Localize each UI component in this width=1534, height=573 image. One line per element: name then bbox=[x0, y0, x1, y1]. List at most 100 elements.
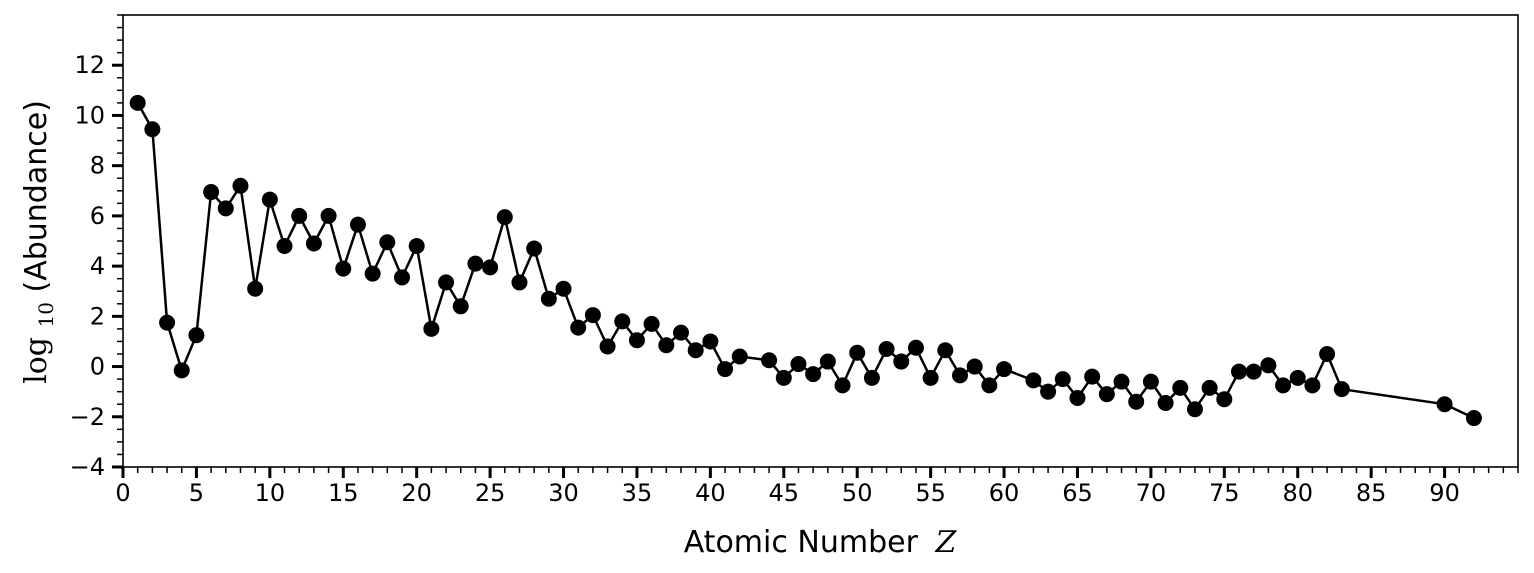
data-point bbox=[511, 274, 528, 291]
x-tick-label: 5 bbox=[189, 479, 204, 507]
x-tick-label: 25 bbox=[475, 479, 506, 507]
data-point bbox=[937, 342, 954, 359]
data-point bbox=[482, 259, 499, 276]
data-point bbox=[159, 314, 176, 331]
x-tick-label: 0 bbox=[115, 479, 130, 507]
y-tick-label: 8 bbox=[90, 152, 105, 180]
data-point bbox=[261, 191, 278, 208]
y-tick-label: 10 bbox=[74, 101, 105, 129]
data-point bbox=[1304, 377, 1321, 394]
data-point bbox=[1333, 381, 1350, 398]
data-point bbox=[438, 274, 455, 291]
data-point bbox=[790, 356, 807, 373]
x-tick-label: 80 bbox=[1282, 479, 1313, 507]
series-markers bbox=[129, 94, 1482, 427]
x-axis-label-text: Atomic Number bbox=[684, 525, 919, 560]
data-point bbox=[761, 352, 778, 369]
x-tick-label: 40 bbox=[695, 479, 726, 507]
data-point bbox=[1084, 368, 1101, 385]
data-point bbox=[1142, 373, 1159, 390]
x-tick-label: 85 bbox=[1356, 479, 1387, 507]
data-point bbox=[599, 338, 616, 355]
data-point bbox=[173, 362, 190, 379]
data-point bbox=[1025, 372, 1042, 389]
data-point bbox=[467, 255, 484, 272]
data-point bbox=[922, 369, 939, 386]
data-point bbox=[1275, 377, 1292, 394]
x-tick-label: 30 bbox=[548, 479, 579, 507]
x-tick-label: 20 bbox=[401, 479, 432, 507]
x-tick-label: 55 bbox=[915, 479, 946, 507]
y-tick-label: 12 bbox=[74, 51, 105, 79]
data-point bbox=[1157, 394, 1174, 411]
data-point bbox=[1172, 379, 1189, 396]
data-point bbox=[540, 290, 557, 307]
data-point bbox=[379, 234, 396, 251]
y-tick-label: 0 bbox=[90, 353, 105, 381]
data-point bbox=[878, 340, 895, 357]
data-point bbox=[1216, 391, 1233, 408]
data-point bbox=[1054, 371, 1071, 388]
y-tick-label: 2 bbox=[90, 302, 105, 330]
data-point bbox=[981, 377, 998, 394]
y-tick-label: −4 bbox=[70, 453, 105, 481]
data-point bbox=[614, 313, 631, 330]
y-axis-label-subscript: 10 bbox=[34, 302, 58, 327]
x-tick-label: 70 bbox=[1136, 479, 1167, 507]
data-point bbox=[217, 200, 234, 217]
data-point bbox=[628, 332, 645, 349]
tick-labels: 0 5 10 15 20 25 30 35 40 45 50 55 60 65 70 75 80 85 90−4−2… bbox=[70, 51, 1460, 507]
data-point bbox=[364, 265, 381, 282]
data-point bbox=[805, 366, 822, 383]
data-point bbox=[144, 121, 161, 138]
x-tick-label: 35 bbox=[622, 479, 653, 507]
data-point bbox=[203, 184, 220, 201]
data-point bbox=[570, 319, 587, 336]
x-tick-label: 10 bbox=[255, 479, 286, 507]
data-point bbox=[276, 238, 293, 255]
data-point bbox=[731, 348, 748, 365]
data-point bbox=[643, 315, 660, 332]
data-point bbox=[1231, 363, 1247, 380]
data-point bbox=[584, 307, 601, 324]
data-point bbox=[394, 269, 410, 286]
data-point bbox=[1098, 386, 1115, 403]
x-tick-label: 60 bbox=[989, 479, 1020, 507]
data-point bbox=[658, 337, 675, 354]
x-tick-label: 45 bbox=[769, 479, 800, 507]
data-point bbox=[863, 369, 880, 386]
data-point bbox=[1069, 389, 1086, 406]
data-point bbox=[819, 353, 836, 370]
x-tick-label: 75 bbox=[1209, 479, 1240, 507]
y-tick-label: −2 bbox=[70, 403, 105, 431]
y-axis-label-log: log bbox=[19, 337, 54, 384]
data-point bbox=[247, 280, 264, 297]
data-point bbox=[349, 216, 366, 233]
x-axis-label: Atomic Number Z bbox=[684, 525, 958, 560]
data-point bbox=[305, 235, 322, 252]
data-point bbox=[1245, 363, 1262, 380]
data-point bbox=[1436, 396, 1453, 413]
data-point bbox=[496, 209, 513, 226]
data-point bbox=[408, 238, 425, 255]
y-tick-label: 4 bbox=[90, 252, 105, 280]
data-point bbox=[452, 298, 469, 315]
axis-ticks bbox=[112, 14, 1519, 478]
data-point bbox=[966, 358, 983, 375]
data-point bbox=[952, 367, 968, 384]
data-point bbox=[849, 344, 866, 361]
data-point bbox=[717, 361, 734, 378]
data-point bbox=[907, 339, 924, 356]
data-point bbox=[893, 353, 910, 370]
data-point bbox=[188, 327, 205, 344]
y-tick-label: 6 bbox=[90, 202, 105, 230]
data-point bbox=[673, 324, 689, 341]
data-point bbox=[1128, 393, 1145, 410]
data-point bbox=[775, 369, 792, 386]
data-point bbox=[702, 333, 719, 350]
data-point bbox=[834, 377, 851, 394]
data-point bbox=[320, 207, 337, 224]
data-point bbox=[1260, 357, 1277, 374]
x-tick-label: 65 bbox=[1062, 479, 1093, 507]
